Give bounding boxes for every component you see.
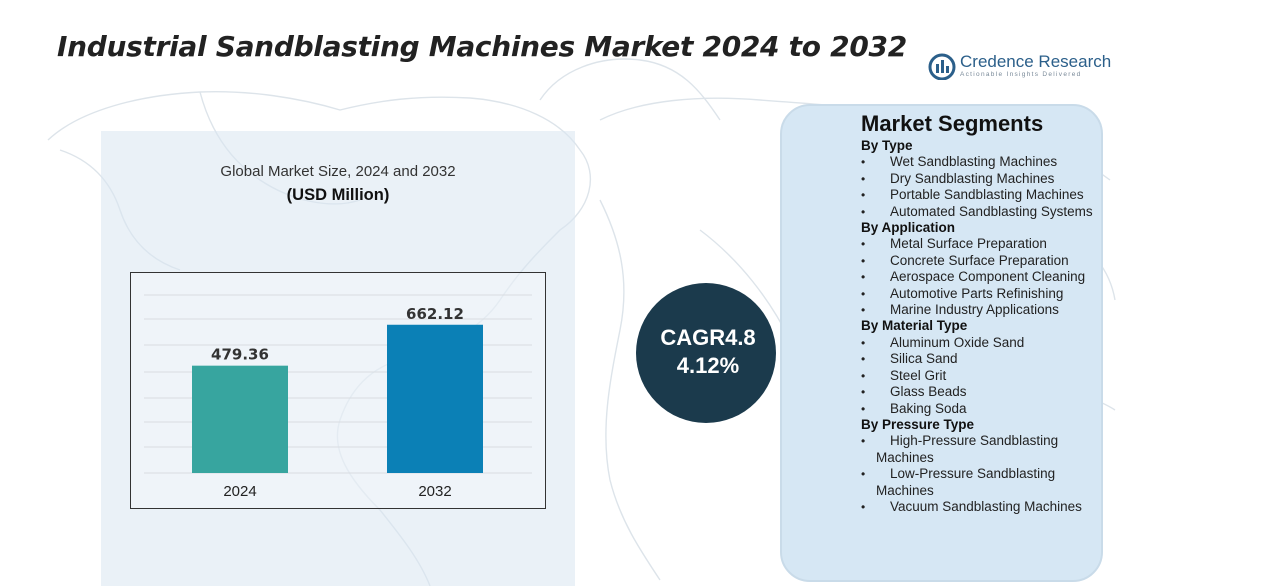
segment-item: • Marine Industry Applications xyxy=(861,302,1097,318)
bar-value-label: 662.12 xyxy=(406,305,464,323)
credence-logo: Credence Research Actionable Insights De… xyxy=(928,50,1118,82)
segment-item-label: Wet Sandblasting Machines xyxy=(890,154,1058,170)
segment-item: • Vacuum Sandblasting Machines xyxy=(861,499,1097,515)
bullet-icon: • xyxy=(861,155,866,170)
x-tick-label: 2024 xyxy=(223,483,256,500)
segment-item-label: Concrete Surface Preparation xyxy=(890,252,1069,268)
segment-group-title: By Application xyxy=(861,220,956,236)
segment-group-title: By Material Type xyxy=(861,318,968,334)
bullet-icon: • xyxy=(861,368,866,383)
bullet-icon: • xyxy=(861,434,866,449)
segment-item: • Automated Sandblasting Systems xyxy=(861,204,1097,220)
segment-item: • Dry Sandblasting Machines xyxy=(861,171,1097,187)
segment-item-label: Automated Sandblasting Systems xyxy=(890,203,1093,219)
cagr-label: CAGR4.8 4.12% xyxy=(636,324,780,380)
segment-item: • Concrete Surface Preparation xyxy=(861,253,1097,269)
market-segments: Market Segments By Type • Wet Sandblasting… xyxy=(861,111,1097,515)
segment-list: • High-Pressure Sandblasting Machines • Low… xyxy=(861,433,1097,515)
segment-list: • Aluminum Oxide Sand • Silica Sand • Steel G… xyxy=(861,335,1097,417)
cagr-badge xyxy=(615,264,776,442)
segment-item: • Aerospace Component Cleaning xyxy=(861,269,1097,285)
segment-item: • Silica Sand xyxy=(861,351,1097,367)
segment-item-label: Aluminum Oxide Sand xyxy=(890,334,1025,350)
segment-item: • Aluminum Oxide Sand xyxy=(861,335,1097,351)
segment-item-label: Metal Surface Preparation xyxy=(890,236,1047,252)
segment-item-label: Vacuum Sandblasting Machines xyxy=(890,498,1082,514)
segment-item-label: Glass Beads xyxy=(890,384,967,400)
segment-item: • Baking Soda xyxy=(861,401,1097,417)
bullet-icon: • xyxy=(861,499,866,514)
bullet-icon: • xyxy=(861,253,866,268)
bullet-icon: • xyxy=(861,401,866,416)
segment-item: • Metal Surface Preparation xyxy=(861,236,1097,252)
x-tick-label: 2032 xyxy=(418,483,451,500)
cagr-title: CAGR4.8 xyxy=(660,325,756,350)
segment-item: • High-Pressure Sandblasting Machines xyxy=(861,433,1097,466)
bullet-icon: • xyxy=(861,335,866,350)
bullet-icon: • xyxy=(861,188,866,203)
segment-item: • Low-Pressure Sandblasting Machines xyxy=(861,466,1097,499)
page-title: Industrial Sandblasting Machines Market … xyxy=(57,30,907,63)
bullet-icon: • xyxy=(861,171,866,186)
bullet-icon: • xyxy=(861,270,866,285)
segment-group-title: By Type xyxy=(861,138,913,153)
segment-item-label: High-Pressure Sandblasting Machines xyxy=(876,433,1059,465)
segment-list: • Metal Surface Preparation • Concrete Surf… xyxy=(861,236,1097,318)
segment-item: • Steel Grit xyxy=(861,368,1097,384)
bullet-icon: • xyxy=(861,467,866,482)
cagr-circle xyxy=(636,283,776,423)
logo-tagline: Actionable Insights Delivered xyxy=(960,71,1082,78)
segment-list: • Wet Sandblasting Machines • Dry Sandblast… xyxy=(861,154,1097,220)
chart-unit: (USD Million) xyxy=(286,186,390,204)
bar-value-label: 479.36 xyxy=(211,346,269,364)
logo-name: Credence Research xyxy=(960,52,1112,71)
segment-item: • Glass Beads xyxy=(861,384,1097,400)
bullet-icon: • xyxy=(861,204,866,219)
segment-item-label: Low-Pressure Sandblasting Machines xyxy=(876,466,1056,498)
bullet-icon: • xyxy=(861,352,866,367)
cagr-value: 4.12% xyxy=(676,353,740,378)
segment-item-label: Steel Grit xyxy=(890,367,947,383)
segment-item: • Automotive Parts Refinishing xyxy=(861,286,1097,302)
segment-item-label: Automotive Parts Refinishing xyxy=(890,285,1064,301)
segment-item-label: Marine Industry Applications xyxy=(890,302,1059,318)
segment-item: • Portable Sandblasting Machines xyxy=(861,187,1097,203)
bullet-icon: • xyxy=(861,385,866,400)
segment-groups: By Type • Wet Sandblasting Machines • Dry Sa… xyxy=(861,138,1097,515)
segment-item-label: Aerospace Component Cleaning xyxy=(890,269,1086,285)
bullet-icon: • xyxy=(861,286,866,301)
bar-2024 xyxy=(192,365,288,473)
segment-item-label: Dry Sandblasting Machines xyxy=(890,170,1055,186)
bar-chart: 479.36 2024 662.12 2032 xyxy=(144,294,532,500)
market-segments-panel xyxy=(780,104,1103,582)
segment-item: • Wet Sandblasting Machines xyxy=(861,154,1097,170)
bullet-icon: • xyxy=(861,237,866,252)
credence-logo-icon xyxy=(928,53,956,80)
segments-title: Market Segments xyxy=(861,111,1044,136)
market-size-panel xyxy=(101,131,575,586)
segment-item-label: Portable Sandblasting Machines xyxy=(890,187,1084,203)
segment-item-label: Baking Soda xyxy=(890,400,967,416)
segment-item-label: Silica Sand xyxy=(890,351,958,367)
bar-2032 xyxy=(387,324,483,473)
bullet-icon: • xyxy=(861,303,866,318)
segment-group-title: By Pressure Type xyxy=(861,416,975,432)
chart-title: Global Market Size, 2024 and 2032 xyxy=(220,163,456,180)
